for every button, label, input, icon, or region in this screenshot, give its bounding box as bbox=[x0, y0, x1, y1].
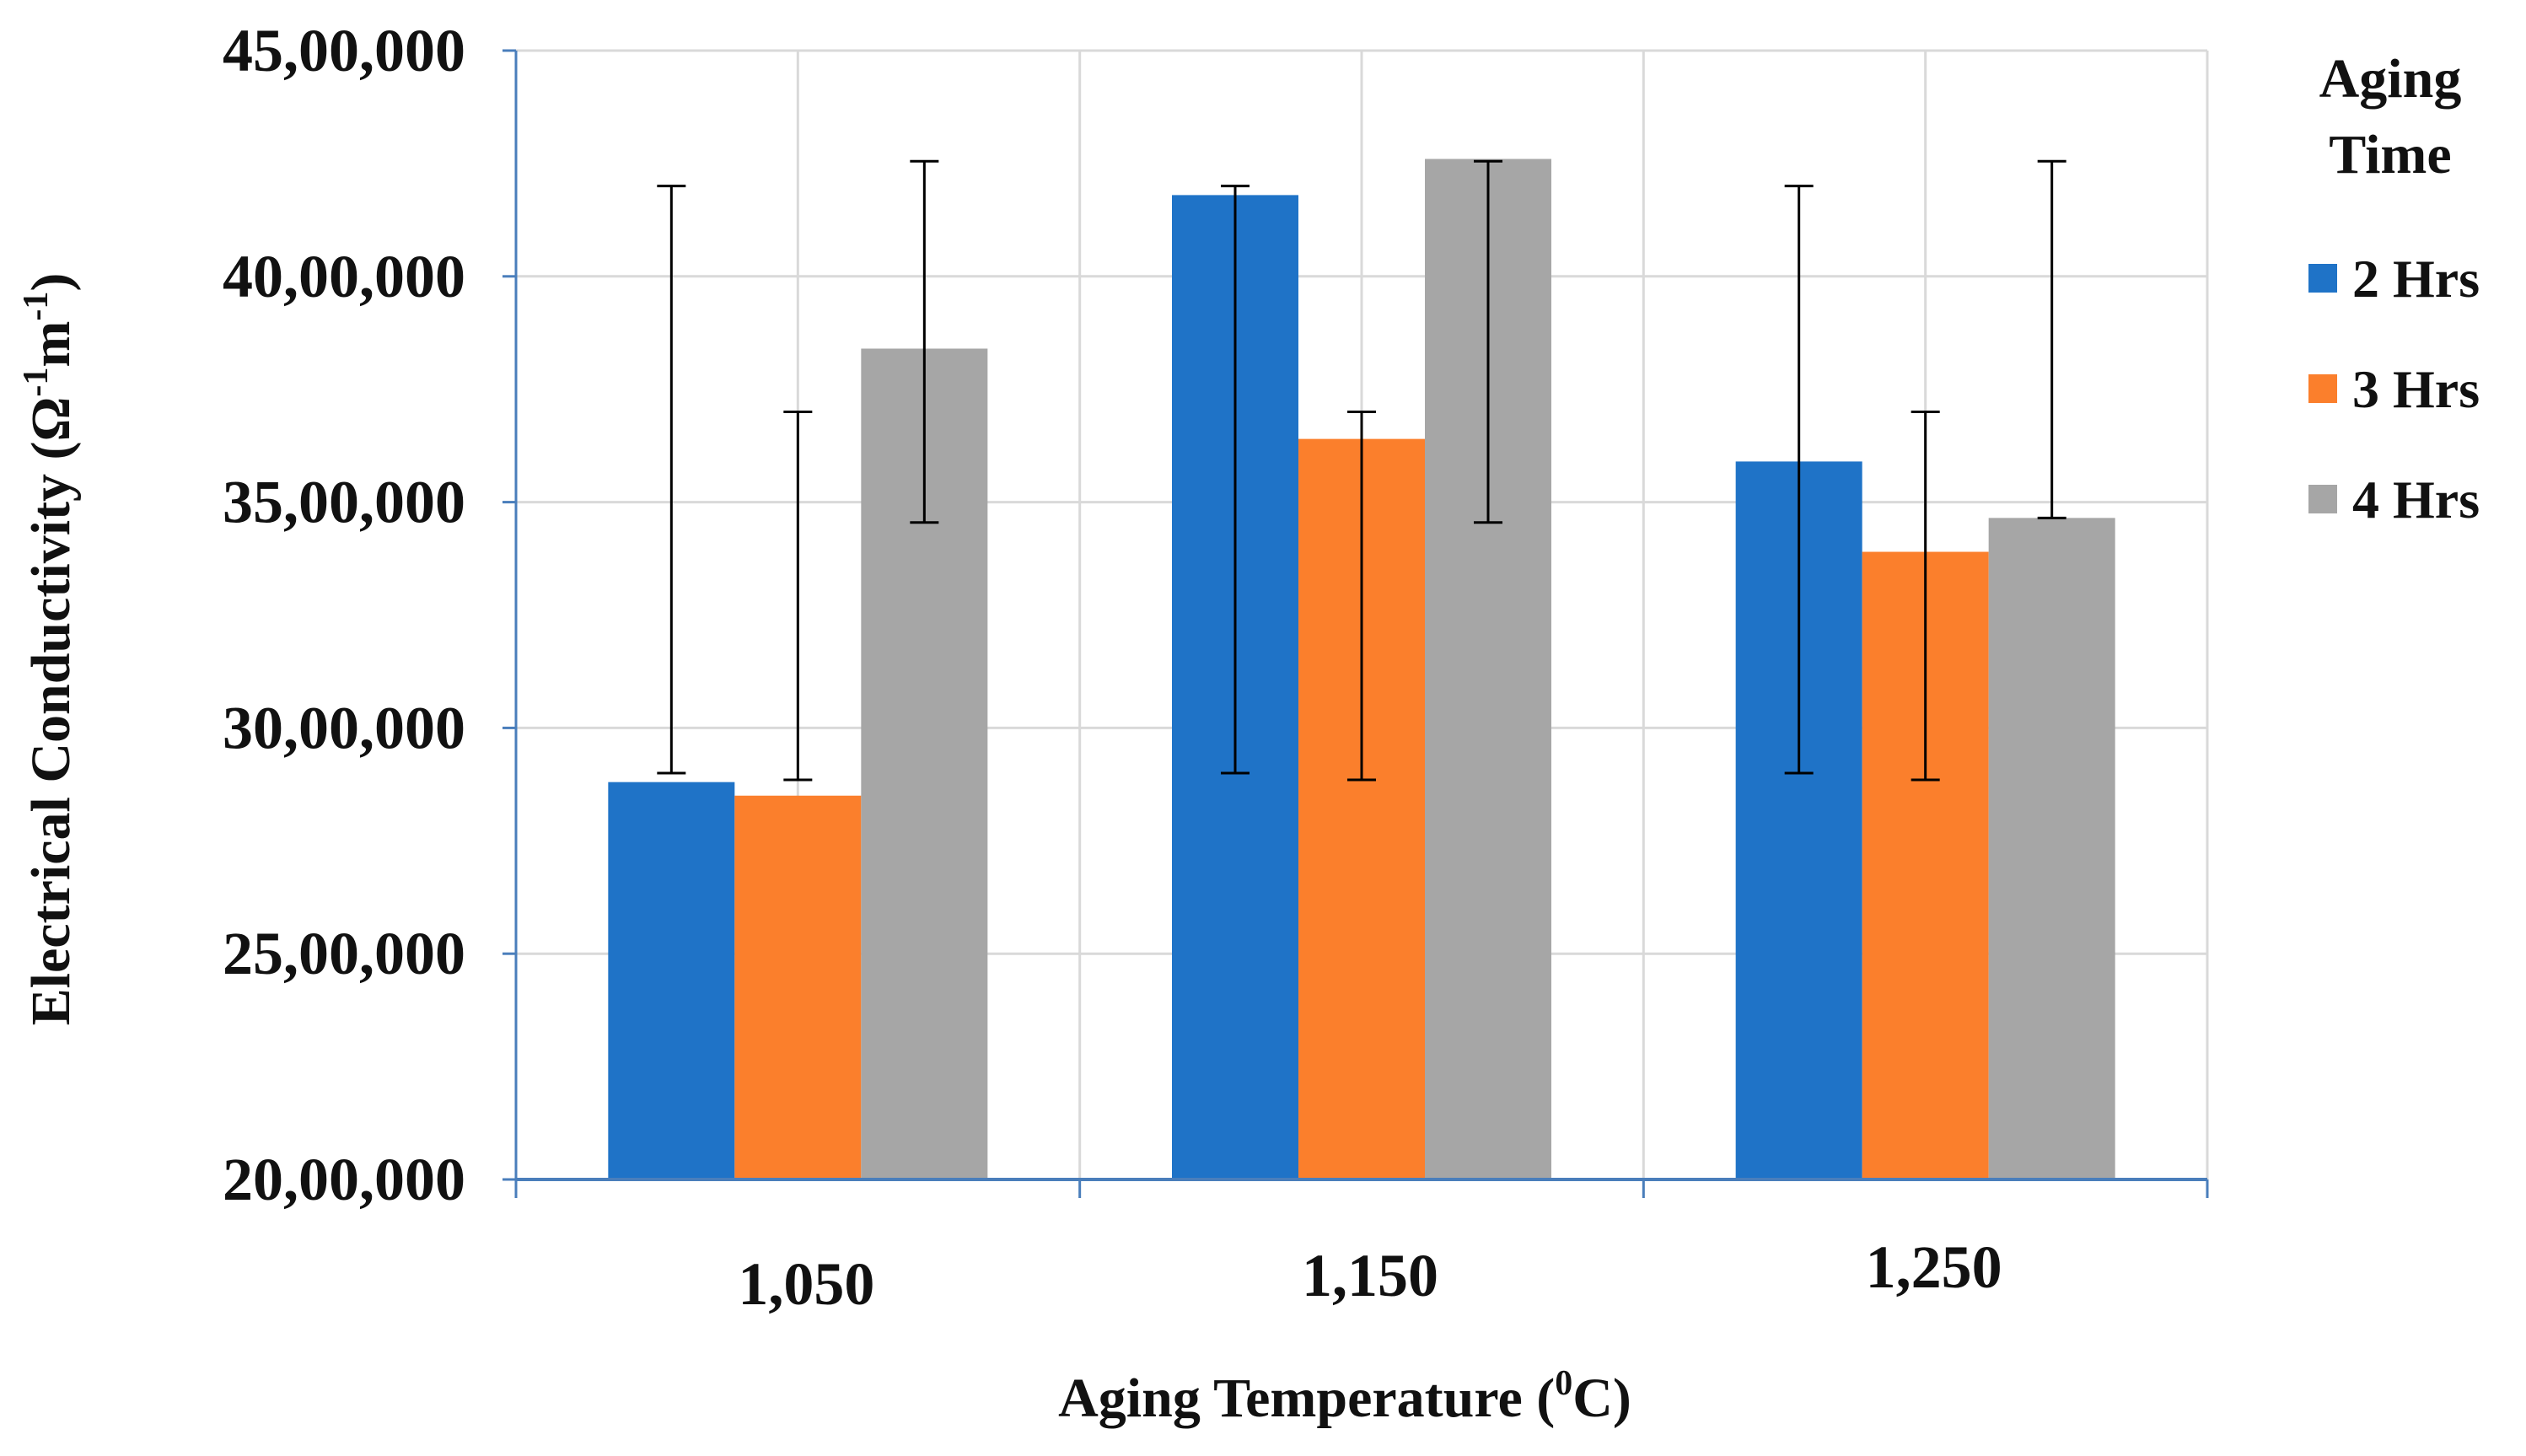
x-tick-label: 1,150 bbox=[1302, 1242, 1438, 1309]
bar-4-hrs-1-250 bbox=[1988, 518, 2115, 1179]
x-tick-label: 1,250 bbox=[1866, 1233, 2002, 1301]
error-bar-3-hrs-1-050 bbox=[783, 410, 813, 782]
y-tick-label: 30,00,000 bbox=[223, 694, 465, 761]
axes bbox=[503, 49, 2209, 1198]
legend-swatch-3hrs bbox=[2308, 374, 2337, 403]
y-tick-label: 35,00,000 bbox=[223, 469, 465, 536]
x-tick-labels: 1,050 1,150 1,250 bbox=[738, 1233, 2002, 1318]
bar-2-hrs-1-050 bbox=[608, 782, 735, 1179]
error-bar-3-hrs-1-150 bbox=[1347, 410, 1376, 782]
error-bar-2-hrs-1-250 bbox=[1784, 185, 1814, 775]
legend-label-4hrs: 4 Hrs bbox=[2352, 470, 2480, 529]
error-bar-4-hrs-1-050 bbox=[910, 159, 939, 524]
error-bar-4-hrs-1-250 bbox=[2037, 159, 2066, 519]
legend-swatch-2hrs bbox=[2308, 264, 2337, 293]
x-axis-title: Aging Temperature (0C) bbox=[1058, 1364, 1631, 1429]
y-tick-label: 20,00,000 bbox=[223, 1146, 465, 1213]
y-tick-labels: 20,00,000 25,00,000 30,00,000 35,00,000 40,0… bbox=[223, 17, 465, 1213]
error-bar-2-hrs-1-050 bbox=[657, 185, 686, 775]
y-tick-label: 25,00,000 bbox=[223, 920, 465, 987]
y-tick-label: 40,00,000 bbox=[223, 243, 465, 310]
legend-swatch-4hrs bbox=[2308, 485, 2337, 513]
x-tick-label: 1,050 bbox=[738, 1250, 874, 1318]
bars bbox=[608, 158, 2115, 1180]
y-axis-title: Electrical Conductivity (Ω-1m-1) bbox=[17, 273, 82, 1026]
error-bar-4-hrs-1-150 bbox=[1474, 159, 1502, 524]
y-tick-label: 45,00,000 bbox=[223, 17, 465, 84]
legend-label-2hrs: 2 Hrs bbox=[2352, 249, 2480, 309]
error-bars bbox=[657, 159, 2066, 782]
error-bar-3-hrs-1-250 bbox=[1911, 410, 1940, 782]
legend: Aging Time 2 Hrs 3 Hrs 4 Hrs bbox=[2308, 48, 2480, 529]
bar-3-hrs-1-050 bbox=[734, 795, 862, 1179]
legend-label-3hrs: 3 Hrs bbox=[2352, 359, 2480, 419]
legend-title-line2: Time bbox=[2329, 124, 2451, 185]
legend-title-line1: Aging bbox=[2319, 48, 2462, 110]
error-bar-2-hrs-1-150 bbox=[1221, 185, 1250, 775]
